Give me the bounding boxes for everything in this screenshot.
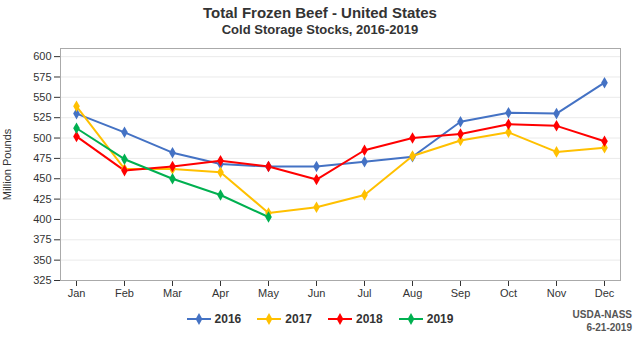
- svg-text:Dec: Dec: [595, 287, 615, 299]
- svg-text:450: 450: [33, 172, 51, 184]
- svg-text:350: 350: [33, 254, 51, 266]
- html-text:2017: 2017: [285, 312, 312, 326]
- svg-text:Million Pounds: Million Pounds: [1, 128, 13, 200]
- svg-text:425: 425: [33, 193, 51, 205]
- svg-text:Aug: Aug: [403, 287, 423, 299]
- svg-text:Mar: Mar: [163, 287, 182, 299]
- html-text:2019: 2019: [426, 312, 454, 326]
- svg-text:Oct: Oct: [500, 287, 517, 299]
- svg-text:375: 375: [33, 233, 51, 245]
- html-text:USDA-NASS 6-21-2019: USDA-NASS 6-21-2019: [572, 309, 632, 333]
- svg-text:500: 500: [33, 132, 51, 144]
- svg-text:525: 525: [33, 111, 51, 123]
- svg-text:Jun: Jun: [308, 287, 326, 299]
- svg-text:325: 325: [33, 274, 51, 286]
- svg-text:475: 475: [33, 152, 51, 164]
- html-text:Total Frozen Beef - United Sta: Total Frozen Beef - United States: [203, 4, 437, 21]
- svg-text:Jul: Jul: [357, 287, 371, 299]
- svg-text:600: 600: [33, 50, 51, 62]
- svg-text:Sep: Sep: [451, 287, 471, 299]
- svg-text:550: 550: [33, 91, 51, 103]
- html-text:Cold Storage Stocks, 2016-2019: Cold Storage Stocks, 2016-2019: [221, 22, 419, 37]
- svg-text:Jan: Jan: [68, 287, 86, 299]
- svg-text:Nov: Nov: [547, 287, 567, 299]
- svg-text:May: May: [258, 287, 279, 299]
- html-text:2016: 2016: [214, 312, 242, 326]
- html-text:2018: 2018: [356, 312, 383, 326]
- svg-text:Apr: Apr: [212, 287, 229, 299]
- svg-text:Feb: Feb: [115, 287, 134, 299]
- svg-text:400: 400: [33, 213, 51, 225]
- svg-text:575: 575: [33, 71, 51, 83]
